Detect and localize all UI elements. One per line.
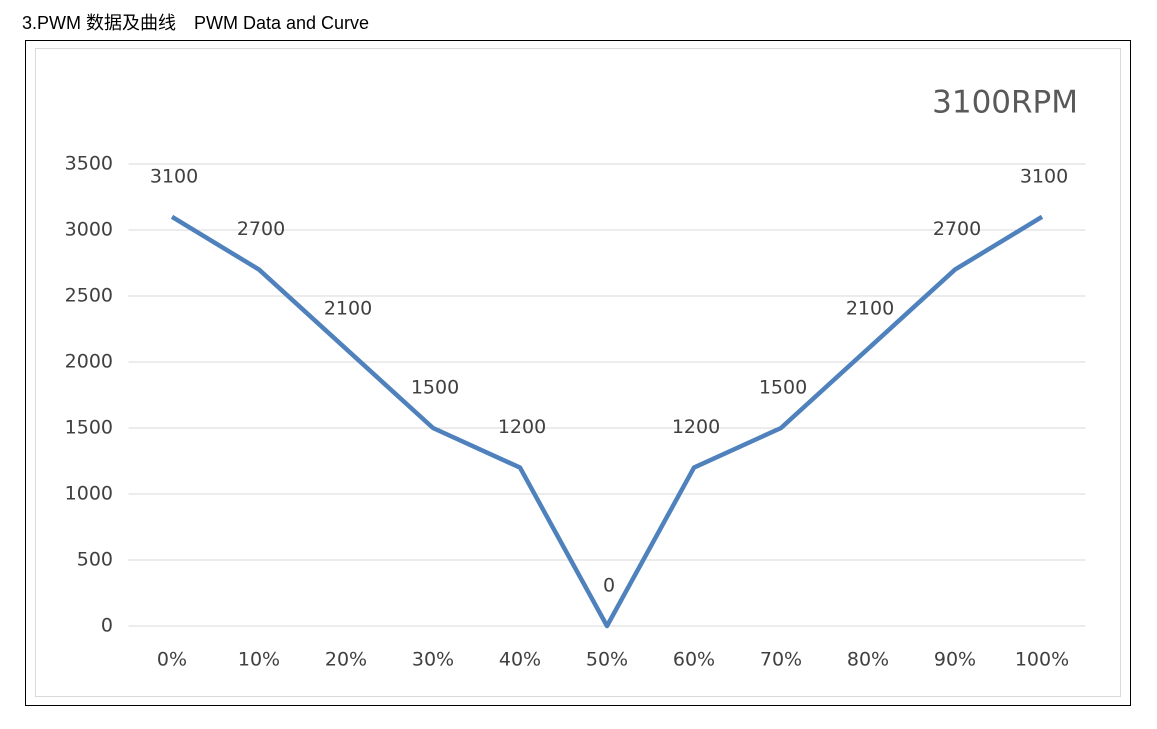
data-label: 2100 xyxy=(846,297,894,319)
y-tick-label: 500 xyxy=(77,549,113,571)
y-tick-label: 3000 xyxy=(65,219,113,241)
x-tick-label: 50% xyxy=(586,649,628,671)
y-tick-label: 2000 xyxy=(65,351,113,373)
y-tick-label: 3500 xyxy=(65,153,113,175)
x-tick-label: 70% xyxy=(760,649,802,671)
chart-title: 3100RPM xyxy=(932,85,1078,121)
x-tick-label: 80% xyxy=(847,649,889,671)
x-tick-label: 40% xyxy=(499,649,541,671)
data-label: 2700 xyxy=(933,218,981,240)
data-label: 0 xyxy=(603,575,615,597)
x-tick-label: 60% xyxy=(673,649,715,671)
x-tick-label: 10% xyxy=(238,649,280,671)
data-label: 1200 xyxy=(672,416,720,438)
data-label: 2700 xyxy=(237,218,285,240)
line xyxy=(170,214,1044,629)
data-label: 1500 xyxy=(411,377,459,399)
outer-frame xyxy=(25,40,1131,706)
heading: 3.PWM 数据及曲线 PWM Data and Curve xyxy=(22,13,370,33)
chart-border xyxy=(35,48,1121,697)
x-tick-label: 0% xyxy=(157,649,187,671)
x-tick-label: 20% xyxy=(325,649,367,671)
y-tick-label: 2500 xyxy=(65,285,113,307)
x-tick-label: 90% xyxy=(934,649,976,671)
y-tick-label: 1000 xyxy=(65,483,113,505)
data-label: 3100 xyxy=(1020,165,1068,187)
data-label: 1200 xyxy=(498,416,546,438)
y-tick-label: 1500 xyxy=(65,417,113,439)
data-label: 1500 xyxy=(759,377,807,399)
y-tick-label: 0 xyxy=(101,615,113,637)
x-tick-label: 30% xyxy=(412,649,454,671)
data-label: 2100 xyxy=(324,297,372,319)
x-tick-label: 100% xyxy=(1015,649,1069,671)
data-label: 3100 xyxy=(150,165,198,187)
